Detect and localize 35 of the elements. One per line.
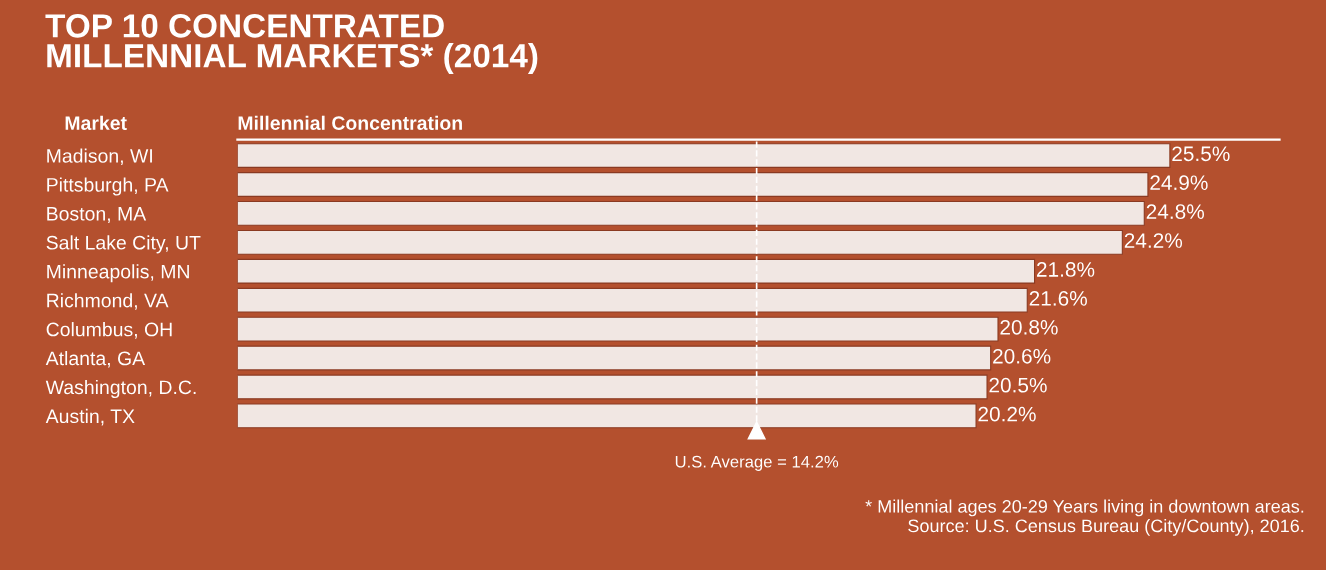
y-tick-label: Salt Lake City, UT	[46, 235, 201, 254]
bar	[237, 143, 1171, 168]
data-label: 24.8%	[1146, 204, 1204, 219]
data-label: 25.5%	[1172, 146, 1230, 162]
data-label: 21.6%	[1029, 291, 1087, 306]
y-tick-label: Madison, WI	[47, 148, 152, 166]
bar	[237, 200, 1145, 226]
y-axis-title: Market	[65, 115, 127, 130]
y-tick-label: Washington, D.C.	[45, 379, 196, 399]
y-tick-label: Boston, MA	[47, 207, 147, 223]
y-tick-label: Austin, TX	[45, 408, 135, 426]
bar	[237, 403, 977, 429]
y-tick-label: Pittsburgh, PA	[47, 177, 169, 196]
y-tick-label: Atlanta, GA	[45, 350, 146, 368]
x-axis-title: Millennial Concentration	[238, 115, 462, 130]
data-label: 21.8%	[1037, 262, 1095, 277]
data-label: 20.6%	[993, 348, 1051, 364]
bar	[237, 229, 1123, 255]
y-tick-label: Columbus, OH	[46, 322, 172, 339]
chart-title: TOP 10 CONCENTRATED MILLENNIAL MARKETS* (2014)	[45, 14, 538, 75]
bar	[237, 172, 1149, 197]
bar	[237, 374, 988, 400]
bar	[237, 258, 1036, 284]
data-label: 20.2%	[978, 406, 1036, 422]
y-tick-label: Richmond, VA	[47, 293, 169, 310]
text: * Millennial ages 20-29 Years living in downtown areas. Source: U.S. Census Bureau (City/County), 2016.	[865, 499, 1304, 536]
bar	[237, 287, 1028, 313]
ref-line-label: U.S. Average = 14.2%	[675, 455, 839, 471]
bar	[237, 316, 999, 342]
y-tick-label: Minneapolis, MN	[47, 264, 189, 283]
data-label: 20.5%	[989, 377, 1047, 393]
bar	[237, 345, 992, 371]
data-label: 24.2%	[1124, 233, 1183, 248]
data-label: 24.9%	[1150, 175, 1208, 191]
data-label: 20.8%	[1000, 319, 1058, 335]
